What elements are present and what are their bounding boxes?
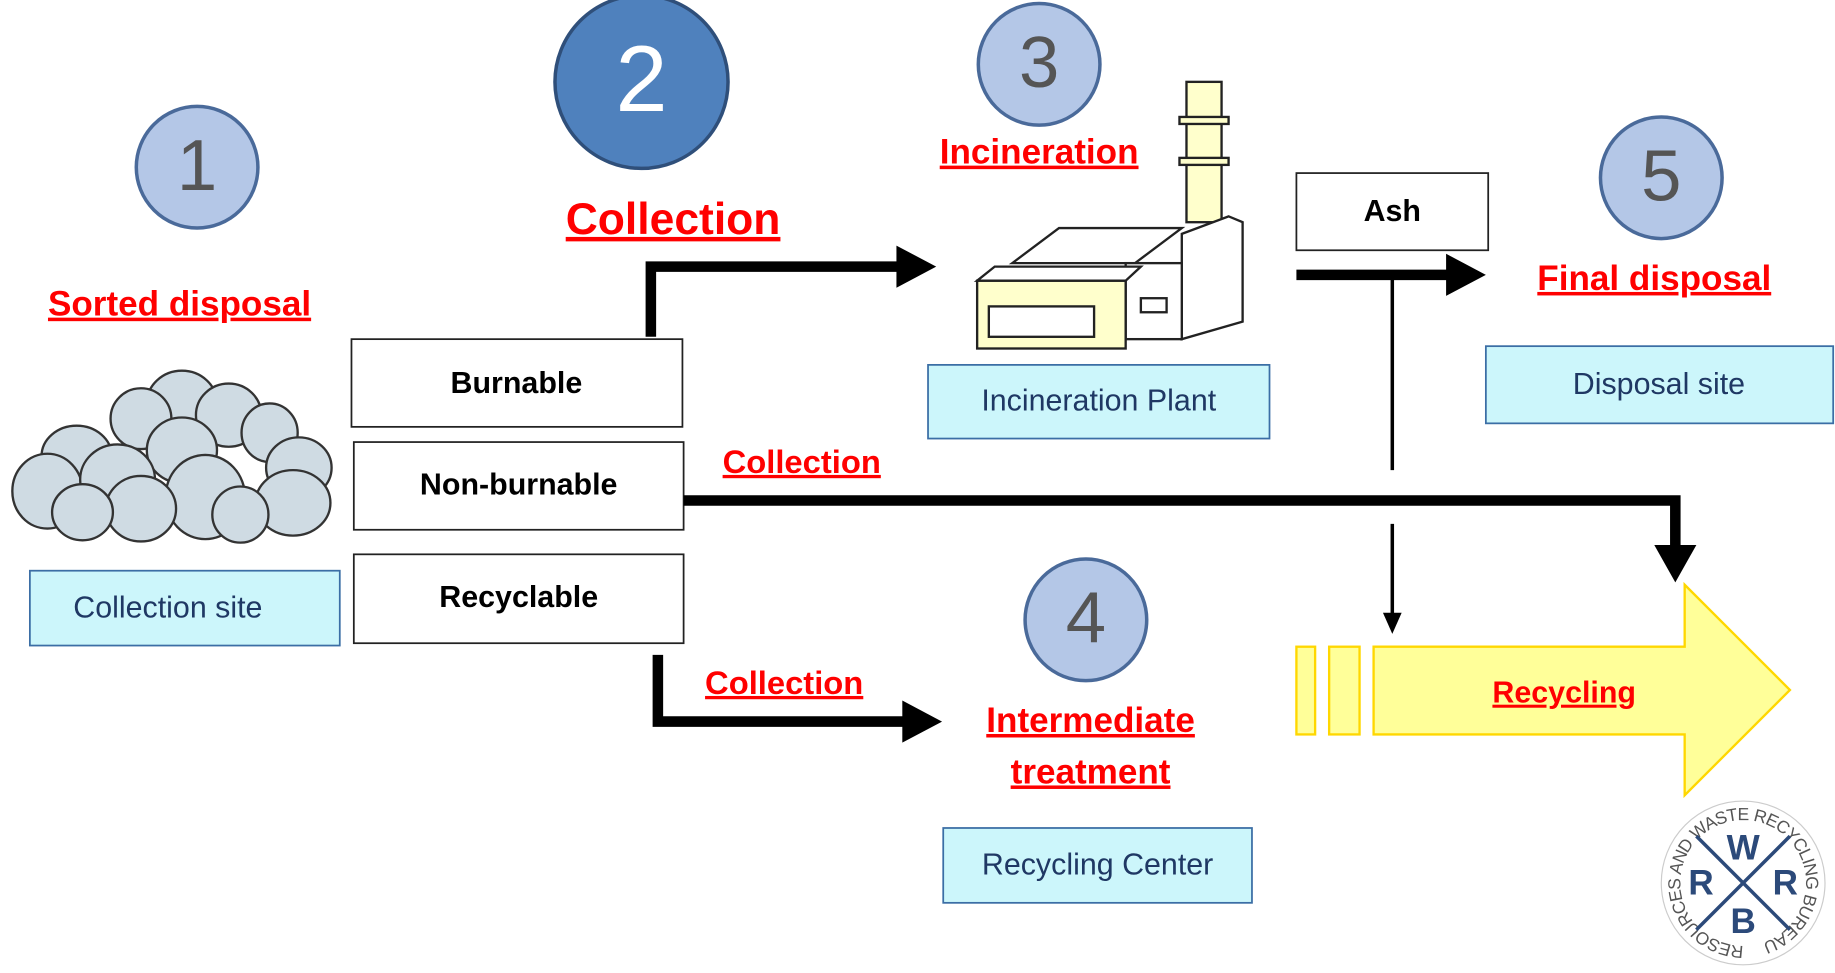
place-label: Incineration Plant: [981, 383, 1216, 417]
logo-letter: W: [1727, 828, 1761, 867]
waste-type: Recyclable: [439, 580, 598, 614]
recycling-stripe: [1329, 647, 1359, 735]
step-label: Sorted disposal: [48, 285, 311, 324]
logo-letter: R: [1773, 864, 1798, 903]
route-label: Collection: [723, 443, 881, 480]
arrow: [684, 501, 1676, 550]
step-label: Intermediate: [986, 701, 1195, 740]
arrowhead: [1446, 254, 1486, 296]
arrow: [651, 267, 901, 337]
step-number: 5: [1641, 135, 1681, 216]
logo-letter: R: [1688, 864, 1713, 903]
arrowhead: [902, 701, 942, 743]
step-number: 2: [615, 26, 667, 131]
arrowhead: [1654, 545, 1696, 582]
place-label: Recycling Center: [982, 848, 1213, 882]
arrowhead: [896, 246, 936, 288]
waste-type: Non-burnable: [420, 468, 618, 502]
recycling-stripe: [1296, 647, 1315, 735]
logo-letter: B: [1730, 902, 1755, 941]
recycling-label: Recycling: [1492, 676, 1636, 710]
step-label: Final disposal: [1537, 259, 1771, 298]
place-label: Collection site: [73, 590, 262, 624]
route-label: Collection: [705, 664, 863, 701]
page: 1 2 3 4 5 Sorted disposal Collection Inc…: [0, 0, 1835, 973]
place-label: Disposal site: [1573, 367, 1745, 401]
waste-type: Burnable: [451, 366, 583, 400]
step-number: 4: [1066, 577, 1106, 658]
step-label: Collection: [566, 195, 781, 244]
garbage-bags: [12, 371, 331, 543]
step-label: Incineration: [940, 133, 1139, 172]
step-number: 1: [177, 125, 217, 206]
logo: RESOURCES AND WASTE RECYCLING BUREAU W R…: [1661, 801, 1825, 965]
ash-label: Ash: [1364, 194, 1421, 228]
arrowhead: [1383, 613, 1402, 634]
step-label: treatment: [1011, 752, 1171, 791]
diagram: 1 2 3 4 5 Sorted disposal Collection Inc…: [0, 0, 1835, 973]
step-number: 3: [1019, 22, 1059, 103]
